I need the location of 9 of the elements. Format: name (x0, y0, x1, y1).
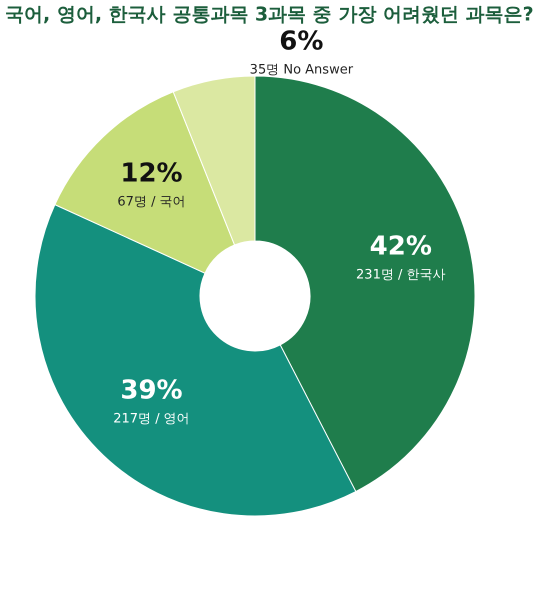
data-label: 12% (120, 158, 183, 188)
data-label: 42% (370, 232, 432, 262)
data-label: 6% (279, 26, 324, 56)
slice-label: 35명 No Answer (250, 62, 354, 78)
slice-label: 67명 / 국어 (117, 194, 186, 210)
chart-title: 국어, 영어, 한국사 공통과목 3과목 중 가장 어려웠던 과목은? (5, 3, 534, 26)
data-label: 39% (120, 376, 183, 406)
slice-label: 231명 / 한국사 (356, 268, 446, 283)
slice-label: 217명 / 영어 (113, 412, 190, 427)
